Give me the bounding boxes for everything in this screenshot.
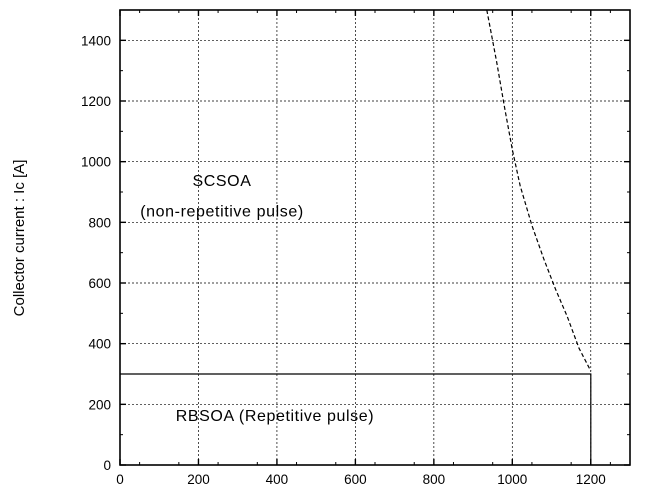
y-tick-label: 600: [88, 276, 111, 291]
y-tick-label: 0: [103, 458, 111, 473]
x-tick-label: 0: [116, 472, 124, 487]
y-tick-label: 200: [88, 397, 111, 412]
annotation-rbsoa: RBSOA (Repetitive pulse): [176, 408, 374, 425]
y-axis-title: Collector current : Ic [A]: [11, 160, 28, 317]
plot-frame: [119, 9, 631, 466]
series-line-rbsoa: [120, 373, 592, 465]
y-tick-label: 1200: [81, 94, 111, 109]
annotation-scsoa: SCSOA: [192, 173, 251, 190]
x-tick-label: 800: [423, 472, 446, 487]
y-tick-label: 400: [88, 337, 111, 352]
axis-ticks: 0 200 400 600 800 1000 1200 0 200 400 600 800 1000 12…: [81, 10, 630, 487]
y-tick-label: 1400: [81, 33, 111, 48]
series-group: [120, 9, 592, 465]
x-tick-label: 1200: [576, 472, 606, 487]
x-tick-label: 400: [266, 472, 289, 487]
x-tick-label: 1000: [497, 472, 527, 487]
y-tick-label: 800: [88, 215, 111, 230]
grid-lines: [120, 10, 630, 465]
y-tick-label: 1000: [81, 155, 111, 170]
annotation-scsoa-note: (non-repetitive pulse): [140, 203, 304, 220]
x-tick-label: 600: [344, 472, 367, 487]
annotation-group: SCSOA (non-repetitive pulse) RBSOA (Repe…: [140, 173, 374, 425]
series-line-scsoa: [486, 9, 592, 372]
x-tick-label: 200: [187, 472, 210, 487]
